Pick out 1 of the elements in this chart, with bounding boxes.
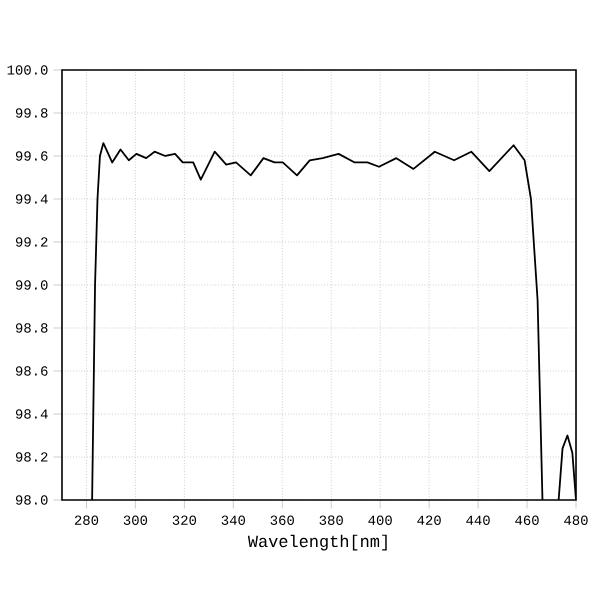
x-axis-title: Wavelength[nm]: [247, 534, 387, 551]
